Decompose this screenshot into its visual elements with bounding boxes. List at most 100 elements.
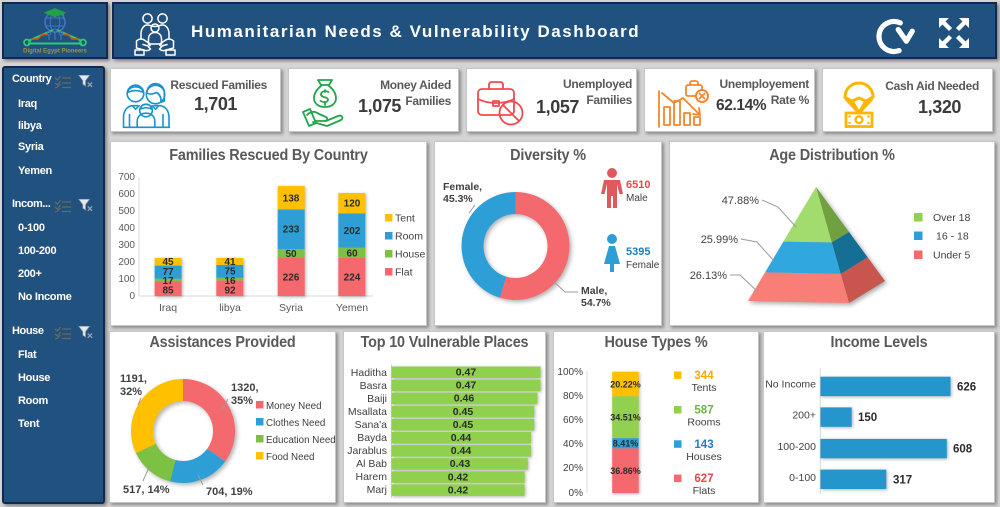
svg-text:700: 700: [118, 172, 135, 183]
svg-text:Marj: Marj: [367, 484, 387, 496]
svg-text:233: 233: [283, 225, 300, 236]
svg-text:150: 150: [858, 412, 877, 424]
svg-text:26.13%: 26.13%: [690, 270, 728, 282]
svg-text:Tents: Tents: [691, 382, 716, 394]
svg-text:Food Need: Food Need: [266, 452, 314, 463]
svg-text:224: 224: [344, 273, 361, 284]
svg-text:Female: Female: [626, 260, 660, 271]
svg-text:0.44: 0.44: [451, 432, 472, 444]
svg-text:Harem: Harem: [355, 471, 387, 483]
svg-text:60: 60: [346, 248, 358, 259]
svg-text:0: 0: [129, 291, 135, 302]
svg-text:Room: Room: [395, 231, 423, 243]
svg-text:608: 608: [953, 444, 973, 456]
svg-text:40%: 40%: [563, 439, 583, 450]
svg-text:500: 500: [118, 206, 135, 217]
svg-text:House: House: [395, 249, 426, 261]
svg-text:600: 600: [118, 189, 135, 200]
svg-text:54.7%: 54.7%: [581, 297, 611, 309]
svg-text:16: 16: [224, 276, 236, 287]
svg-text:0.45: 0.45: [453, 406, 474, 418]
svg-text:45: 45: [162, 257, 174, 268]
svg-text:50: 50: [285, 249, 297, 260]
svg-text:100: 100: [118, 274, 135, 285]
svg-text:626: 626: [957, 382, 976, 394]
svg-text:Jarablus: Jarablus: [347, 445, 387, 457]
svg-text:Clothes Need: Clothes Need: [266, 418, 325, 429]
svg-text:8.41%: 8.41%: [613, 439, 639, 449]
svg-text:32%: 32%: [120, 386, 142, 398]
svg-text:0%: 0%: [569, 488, 584, 499]
svg-text:35%: 35%: [231, 395, 253, 407]
svg-text:Iraq: Iraq: [159, 302, 177, 314]
svg-text:0.42: 0.42: [448, 471, 469, 483]
svg-text:1320,: 1320,: [231, 382, 259, 394]
svg-text:1191,: 1191,: [120, 373, 147, 385]
svg-text:25.99%: 25.99%: [701, 234, 739, 246]
svg-text:Yemen: Yemen: [336, 302, 368, 314]
svg-text:85: 85: [162, 286, 174, 297]
svg-text:400: 400: [118, 223, 135, 234]
svg-text:Female,: Female,: [443, 181, 482, 193]
svg-text:0.47: 0.47: [456, 367, 477, 379]
svg-text:Al Bab: Al Bab: [356, 458, 387, 470]
svg-text:317: 317: [893, 475, 912, 487]
svg-text:Money Need: Money Need: [266, 401, 322, 412]
svg-text:226: 226: [283, 273, 300, 284]
svg-text:100-200: 100-200: [777, 441, 816, 453]
svg-text:587: 587: [694, 405, 713, 417]
svg-text:627: 627: [694, 473, 713, 485]
svg-text:Haditha: Haditha: [351, 367, 387, 379]
svg-text:20.22%: 20.22%: [610, 380, 641, 390]
svg-text:Flat: Flat: [395, 267, 413, 279]
svg-text:Male: Male: [626, 193, 648, 204]
svg-text:344: 344: [694, 370, 714, 382]
svg-text:0-100: 0-100: [789, 472, 816, 484]
svg-text:138: 138: [283, 194, 300, 205]
svg-text:0.43: 0.43: [450, 458, 471, 470]
svg-text:0.44: 0.44: [451, 445, 472, 457]
svg-text:34.51%: 34.51%: [610, 413, 641, 423]
svg-text:77: 77: [162, 267, 174, 278]
svg-text:Msallata: Msallata: [348, 406, 387, 418]
svg-text:Education Need: Education Need: [266, 435, 335, 446]
svg-text:Under 5: Under 5: [933, 250, 971, 262]
svg-text:16 - 18: 16 - 18: [936, 231, 969, 243]
svg-text:0.45: 0.45: [453, 419, 474, 431]
svg-text:6510: 6510: [626, 179, 650, 191]
svg-text:517, 14%: 517, 14%: [123, 484, 170, 496]
svg-text:704, 19%: 704, 19%: [206, 486, 253, 498]
svg-text:17: 17: [162, 276, 174, 287]
svg-text:202: 202: [344, 226, 361, 237]
svg-text:Flats: Flats: [693, 485, 716, 497]
svg-text:75: 75: [224, 267, 236, 278]
svg-text:45.3%: 45.3%: [443, 193, 473, 205]
svg-text:Sana'a: Sana'a: [355, 419, 388, 431]
svg-text:Tent: Tent: [395, 213, 415, 225]
svg-text:0.47: 0.47: [456, 380, 477, 392]
svg-text:Digital Egypt Pioneers: Digital Egypt Pioneers: [23, 49, 87, 55]
svg-text:60%: 60%: [563, 415, 583, 426]
svg-text:5395: 5395: [626, 246, 650, 258]
svg-text:libya: libya: [219, 302, 241, 314]
svg-text:Bayda: Bayda: [357, 432, 387, 444]
svg-text:47.88%: 47.88%: [722, 195, 760, 207]
svg-text:0.42: 0.42: [448, 484, 469, 496]
svg-text:Baiji: Baiji: [367, 393, 387, 405]
svg-text:143: 143: [694, 439, 713, 451]
svg-text:200: 200: [118, 257, 135, 268]
svg-text:92: 92: [224, 285, 236, 296]
svg-text:Male,: Male,: [581, 285, 607, 297]
svg-text:200+: 200+: [792, 410, 816, 422]
svg-text:36.86%: 36.86%: [610, 466, 641, 476]
svg-text:20%: 20%: [563, 463, 583, 474]
svg-text:Syria: Syria: [279, 302, 303, 314]
svg-text:300: 300: [118, 240, 135, 251]
svg-text:100%: 100%: [557, 367, 583, 378]
svg-text:80%: 80%: [563, 391, 583, 402]
svg-text:41: 41: [224, 257, 236, 268]
svg-text:No Income: No Income: [765, 379, 816, 391]
svg-text:120: 120: [344, 199, 361, 210]
svg-text:0.46: 0.46: [454, 393, 475, 405]
svg-text:Rooms: Rooms: [687, 417, 720, 429]
